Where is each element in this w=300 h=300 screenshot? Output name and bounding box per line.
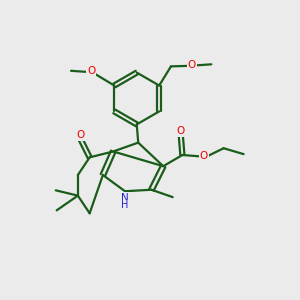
Text: O: O (200, 151, 208, 161)
Text: O: O (87, 66, 95, 76)
Text: O: O (176, 126, 185, 136)
Text: O: O (188, 61, 196, 70)
Text: H: H (121, 200, 128, 210)
Text: O: O (76, 130, 84, 140)
Text: N: N (121, 193, 128, 203)
